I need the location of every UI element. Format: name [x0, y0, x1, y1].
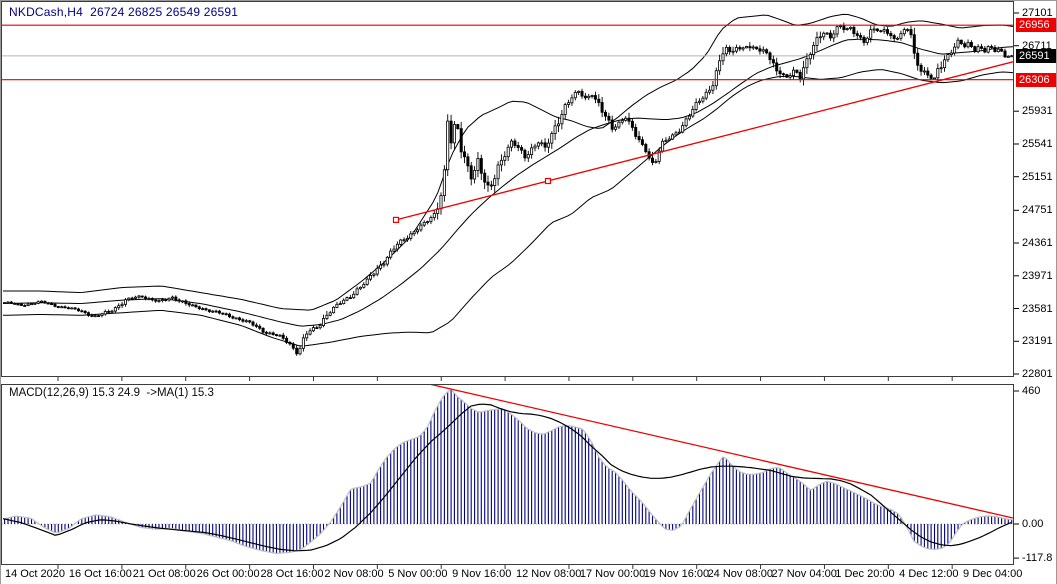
- price-tick-label: 25151: [1022, 170, 1053, 183]
- price-tick-label: 25541: [1022, 137, 1053, 150]
- price-tick-label: 22801: [1022, 368, 1053, 380]
- time-tick-label: 12 Nov 08:00: [515, 568, 582, 580]
- time-tick-label: 4 Dec 12:00: [899, 568, 959, 580]
- candlestick-series: [3, 22, 1013, 356]
- time-tick-label: 9 Dec 04:00: [963, 568, 1023, 580]
- axis-tick-marks: [57, 12, 1019, 569]
- price-tick-label: 27101: [1022, 7, 1053, 19]
- macd-tick-label: 460: [1022, 385, 1041, 397]
- price-tick-label: 23971: [1022, 269, 1053, 282]
- macd-indicator-label: MACD(12,26,9) 15.3 24.9 ->MA(1) 15.3: [9, 387, 214, 399]
- time-tick-label: 5 Nov 00:00: [388, 568, 448, 580]
- main-trendline[interactable]: [392, 61, 1014, 223]
- horizontal-level-lines[interactable]: [2, 24, 1013, 81]
- time-tick-label: 28 Oct 16:00: [260, 568, 324, 580]
- macd-line-contour: [4, 388, 1012, 555]
- time-tick-label: 19 Nov 16:00: [643, 568, 710, 580]
- symbol-title: NKDCash,H4 26724 26825 26549 26591: [9, 5, 239, 19]
- macd-histogram: [4, 389, 1013, 554]
- macd-tick-label: -117.8: [1022, 552, 1053, 565]
- macd-tick-label: 0.00: [1022, 518, 1044, 530]
- price-tick-label: 24361: [1022, 237, 1053, 250]
- price-tick-label: 24751: [1022, 204, 1053, 217]
- time-tick-label: 21 Oct 08:00: [132, 568, 196, 580]
- time-tick-label: 26 Oct 00:00: [196, 568, 260, 580]
- bollinger-bands: [2, 13, 1013, 347]
- price-tick-label: 25931: [1022, 105, 1053, 118]
- time-tick-label: 16 Oct 16:00: [68, 568, 132, 580]
- price-tick-label: 23191: [1022, 335, 1053, 348]
- level-price-badge: 26956: [1016, 18, 1056, 33]
- time-tick-label: 2 Nov 08:00: [324, 568, 384, 580]
- macd-trendline[interactable]: [429, 384, 1013, 519]
- macd-signal-line: [2, 403, 1012, 552]
- time-tick-label: 1 Dec 20:00: [835, 568, 895, 580]
- time-tick-label: 24 Nov 08:00: [707, 568, 773, 580]
- time-tick-label: 9 Nov 16:00: [452, 568, 512, 580]
- level-price-badge: 26306: [1016, 72, 1056, 87]
- price-tick-label: 26711: [1022, 39, 1052, 52]
- time-tick-label: 14 Oct 2020: [5, 568, 65, 580]
- current-price-badge: 26591: [1016, 48, 1056, 63]
- time-tick-label: 17 Nov 00:00: [579, 568, 646, 580]
- price-tick-label: 23581: [1022, 302, 1053, 315]
- time-tick-label: 27 Nov 04:00: [771, 568, 837, 580]
